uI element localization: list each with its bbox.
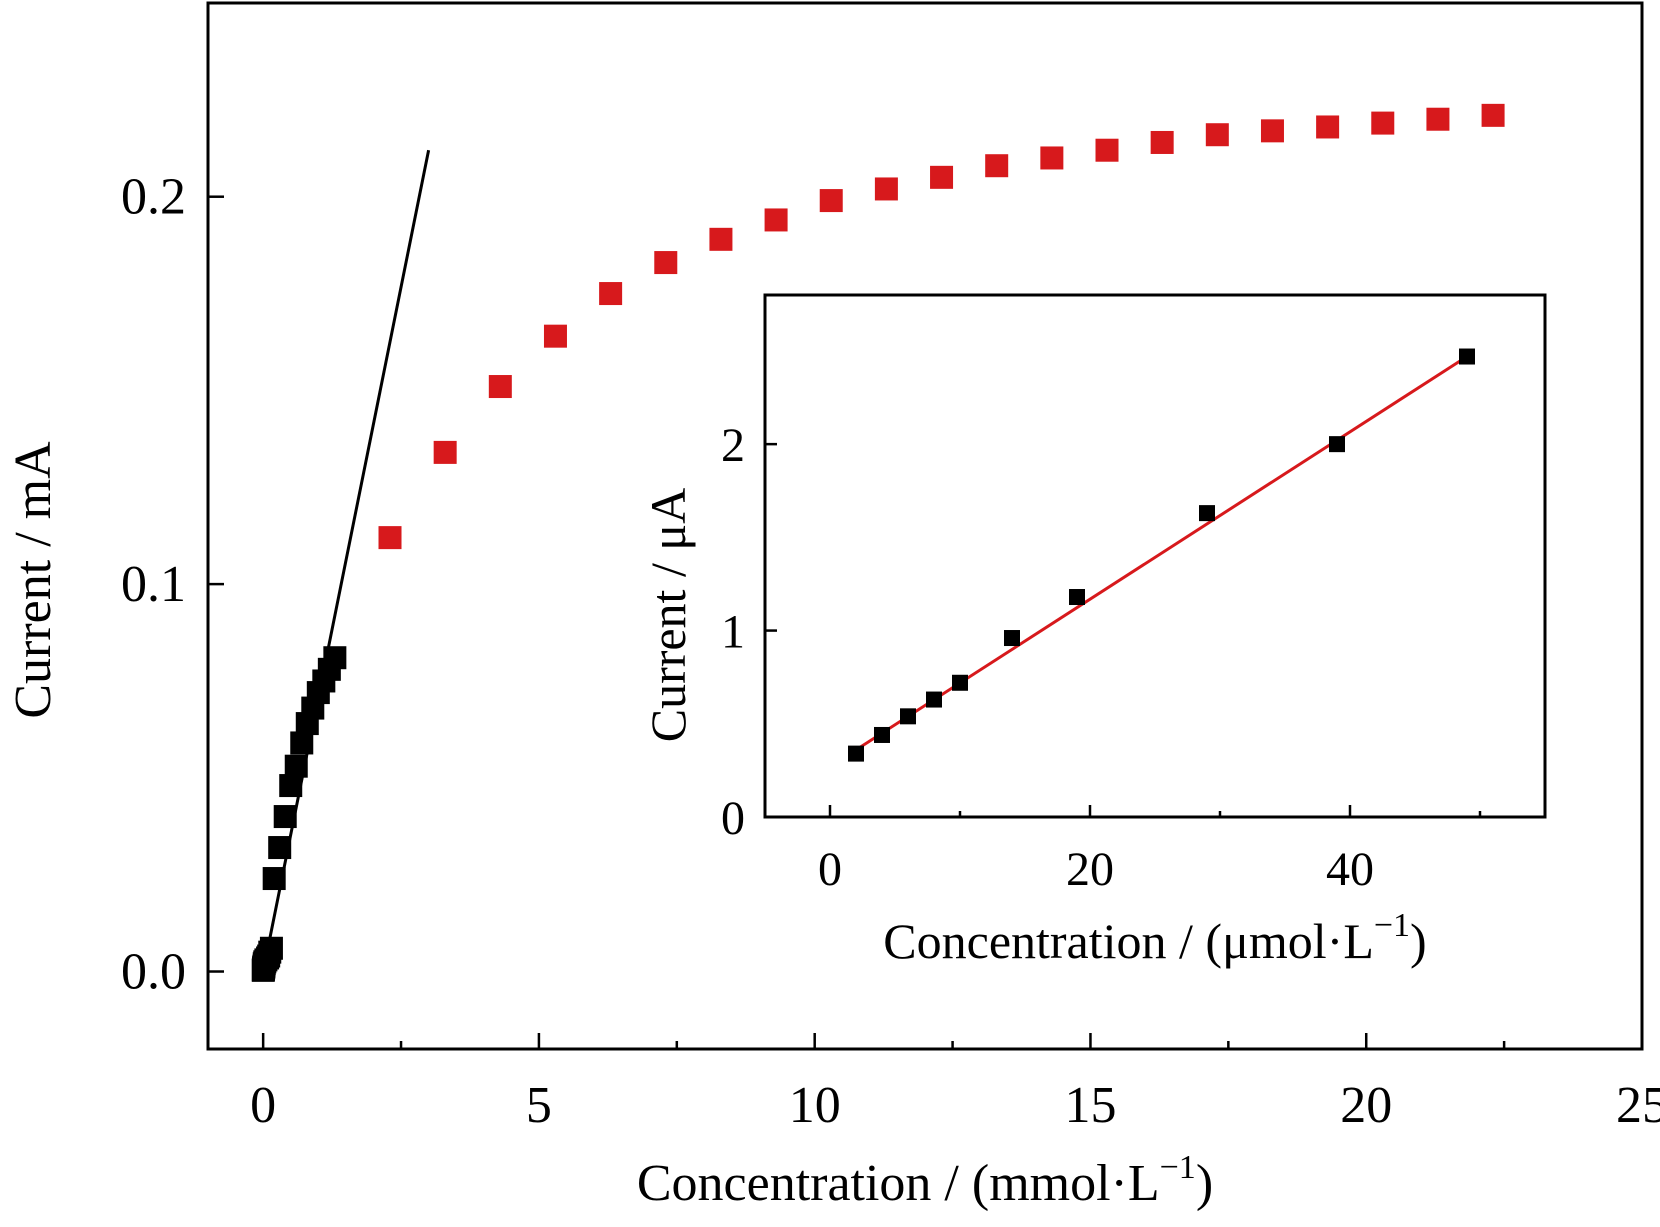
main-x-tick-label: 0 (250, 1077, 276, 1134)
main-x-tick-label: 20 (1340, 1077, 1392, 1134)
inset-series-1-point (1199, 505, 1215, 522)
main-series-1-point (259, 936, 283, 960)
main-series-2-point (985, 154, 1009, 178)
main-plot-frame (206, 1, 1644, 1051)
main-series-1-point (323, 646, 347, 670)
main-series-2-point (1371, 111, 1395, 135)
main-y-tick-label: 0.1 (121, 556, 186, 613)
main-series-2-point (1150, 130, 1174, 154)
inset-series-1-point (848, 745, 864, 762)
main-series-2-point (1205, 123, 1229, 147)
main-series-2-point (1095, 138, 1119, 162)
main-series-2-point (654, 251, 678, 275)
inset-y-tick-label: 0 (721, 792, 745, 845)
main-series-2-point (930, 165, 954, 189)
main-x-tick-label: 15 (1064, 1077, 1116, 1134)
main-y-tick-label: 0.2 (121, 169, 186, 226)
main-series-2-point (709, 227, 733, 251)
inset-plot: 0 20 40 0 1 2 Concentration / (μmol·L−1) Curren… (640, 293, 1547, 969)
main-series-2-point (1426, 107, 1450, 131)
main-x-tick-label: 5 (526, 1077, 552, 1134)
inset-series-1-point (1329, 436, 1345, 453)
inset-x-axis-label: Concentration / (μmol·L−1) (883, 907, 1426, 969)
main-x-axis-label: Concentration / (mmol·L−1) (637, 1149, 1213, 1212)
main-series-2-point (764, 208, 788, 232)
main-series-2-point (1481, 103, 1505, 127)
inset-y-tick-label: 1 (721, 606, 745, 659)
inset-plot-frame (763, 293, 1547, 819)
main-x-tick-label: 25 (1616, 1077, 1660, 1134)
inset-series-1-point (1459, 348, 1475, 365)
inset-series-1-point (1004, 630, 1020, 647)
main-series-2-point (1040, 146, 1064, 170)
inset-y-tick-label: 2 (721, 419, 745, 472)
main-series-2-point (488, 375, 512, 399)
main-y-tick-label: 0.0 (121, 944, 186, 1001)
main-series-1-point (279, 774, 303, 798)
main-series-2-point (819, 189, 843, 213)
inset-series-1-point (874, 726, 890, 743)
inset-series-1-point (900, 708, 916, 725)
main-series-2-point (1260, 119, 1284, 143)
main-x-tick-label: 10 (789, 1077, 841, 1134)
inset-series-1-point (952, 674, 968, 691)
main-series-2-point (378, 526, 402, 550)
inset-fit-line (855, 355, 1468, 752)
main-series-1-point (284, 754, 308, 778)
inset-y-axis-label: Current / μA (640, 488, 696, 743)
inset-series-1-point (926, 691, 942, 708)
inset-x-tick-label: 40 (1326, 843, 1374, 896)
inset-x-tick-label: 20 (1066, 843, 1114, 896)
main-series-2-point (599, 282, 623, 306)
main-series-2-point (543, 324, 567, 348)
main-series-2-point (433, 440, 457, 464)
main-series-1-point (290, 731, 314, 755)
main-fit-line (261, 149, 431, 972)
main-y-axis-label: Current / mA (5, 441, 62, 719)
main-series-1-point (268, 836, 292, 860)
inset-x-tick-label: 0 (818, 843, 842, 896)
main-series-1-point (273, 805, 297, 829)
main-series-1-point (262, 867, 286, 891)
main-series-2-point (1316, 115, 1340, 139)
main-series-2-point (874, 177, 898, 201)
inset-series-1-point (1069, 589, 1085, 606)
